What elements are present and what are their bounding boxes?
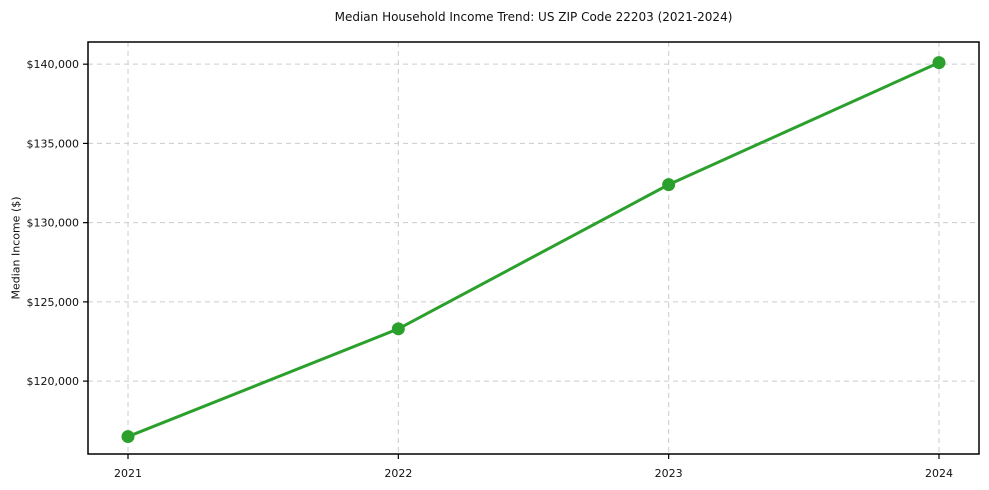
y-tick-label: $130,000: [27, 217, 80, 230]
data-point-marker: [662, 178, 676, 192]
x-tick-label: 2022: [384, 467, 412, 480]
trend-line: [126, 61, 941, 439]
x-tick-label: 2021: [114, 467, 142, 480]
data-point-marker: [121, 430, 135, 444]
y-tick-label: $120,000: [27, 375, 80, 388]
y-tick-label: $125,000: [27, 296, 80, 309]
data-point-marker: [932, 56, 946, 70]
y-tick-label: $135,000: [27, 137, 80, 150]
plot-border: [87, 41, 980, 455]
data-point-marker: [391, 322, 405, 336]
y-tick-label: $140,000: [27, 58, 80, 71]
x-tick-label: 2024: [925, 467, 953, 480]
chart-title: Median Household Income Trend: US ZIP Co…: [334, 10, 733, 24]
x-tick-label: 2023: [655, 467, 683, 480]
